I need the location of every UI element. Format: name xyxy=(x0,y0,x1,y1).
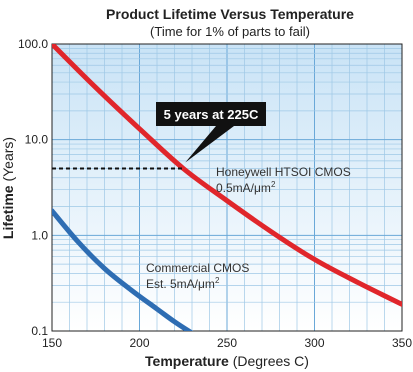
plot-frame xyxy=(51,43,403,332)
series-line-1 xyxy=(52,208,194,331)
y-tick-label: 0.1 xyxy=(31,324,48,338)
x-axis-label: Temperature (Degrees C) xyxy=(145,353,309,369)
chart-title: Product Lifetime Versus Temperature xyxy=(106,6,354,22)
series-label-honeywell-line1: Honeywell HTSOI CMOS xyxy=(216,165,351,179)
series-label-commercial: Commercial CMOS Est. 5mA/μm2 xyxy=(146,261,249,291)
annotation-callout-text: 5 years at 225C xyxy=(164,107,259,122)
x-tick-label: 150 xyxy=(42,336,62,350)
series-group xyxy=(52,44,402,331)
x-tick-label: 300 xyxy=(304,336,324,350)
x-tick-label: 250 xyxy=(217,336,237,350)
annotation-callout: 5 years at 225C xyxy=(156,102,266,163)
x-axis-ticks: 150 200 250 300 350 xyxy=(42,336,412,350)
series-label-honeywell-line2: 0.5mA/μm2 xyxy=(216,180,276,195)
y-tick-label: 10.0 xyxy=(25,133,49,147)
series-label-commercial-line2: Est. 5mA/μm2 xyxy=(146,276,220,291)
series-line-0 xyxy=(52,44,402,307)
y-axis-label: Lifetime (Years) xyxy=(0,137,16,239)
grid xyxy=(52,44,402,331)
series-label-commercial-line1: Commercial CMOS xyxy=(146,261,249,275)
chart-subtitle: (Time for 1% of parts to fail) xyxy=(150,24,310,39)
x-tick-label: 200 xyxy=(129,336,149,350)
y-tick-label: 1.0 xyxy=(31,228,48,242)
y-tick-label: 100.0 xyxy=(18,37,48,51)
series-label-honeywell: Honeywell HTSOI CMOS 0.5mA/μm2 xyxy=(216,165,351,195)
annotation-callout-box xyxy=(156,102,266,163)
y-axis-ticks: 100.0 10.0 1.0 0.1 xyxy=(18,37,48,338)
x-tick-label: 350 xyxy=(392,336,412,350)
